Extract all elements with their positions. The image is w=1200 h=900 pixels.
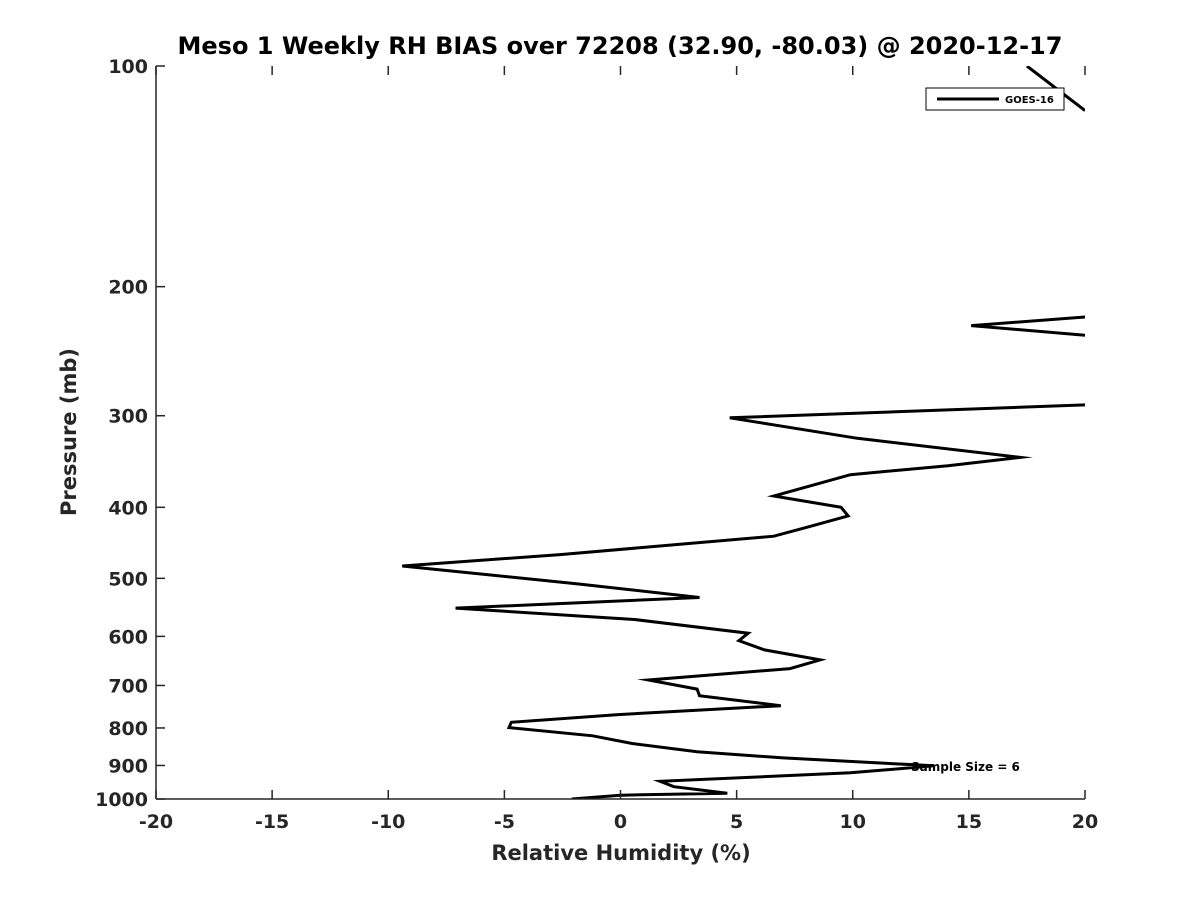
plot-background <box>156 66 1085 799</box>
y-tick-label: 100 <box>108 56 148 78</box>
x-tick-label: -20 <box>139 811 173 833</box>
x-tick-label: 5 <box>730 811 743 833</box>
y-tick-label: 1000 <box>95 789 148 811</box>
plot-area <box>156 66 1085 799</box>
y-tick-label: 200 <box>108 277 148 299</box>
y-tick-label: 600 <box>108 626 148 648</box>
x-tick-label: -10 <box>371 811 405 833</box>
x-tick-label: 10 <box>840 811 866 833</box>
series-line-segment-1 <box>971 315 1085 337</box>
series-line-segment-2 <box>402 403 1085 799</box>
y-tick-label: 900 <box>108 755 148 777</box>
x-tick-label: 0 <box>614 811 627 833</box>
y-tick-label: 300 <box>108 406 148 428</box>
chart-title: Meso 1 Weekly RH BIAS over 72208 (32.90,… <box>178 32 1063 60</box>
x-tick-label: -15 <box>255 811 289 833</box>
y-tick-label: 500 <box>108 568 148 590</box>
y-tick-label: 400 <box>108 497 148 519</box>
ticks-layer: -20 -15 -10 -5 0 5 10 15 20 100 200 300 400 500 600 700… <box>95 56 1098 833</box>
sample-size-annotation: Sample Size = 6 <box>911 760 1020 774</box>
x-tick-label: -5 <box>494 811 515 833</box>
x-tick-label: 15 <box>956 811 982 833</box>
x-axis-label: Relative Humidity (%) <box>491 841 750 865</box>
legend: GOES-16 <box>925 87 1065 111</box>
y-axis-label: Pressure (mb) <box>57 348 81 516</box>
legend-label-goes-16: GOES-16 <box>1005 95 1054 106</box>
y-tick-label: 700 <box>108 675 148 697</box>
y-tick-label: 800 <box>108 718 148 740</box>
x-tick-label: 20 <box>1072 811 1098 833</box>
